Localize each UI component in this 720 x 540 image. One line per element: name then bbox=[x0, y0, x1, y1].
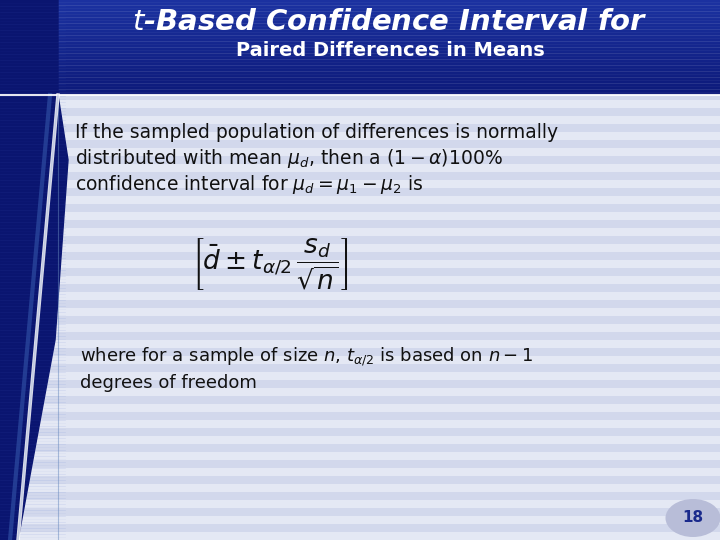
Bar bbox=[0, 268, 720, 276]
Text: degrees of freedom: degrees of freedom bbox=[80, 374, 257, 392]
Bar bbox=[0, 212, 720, 220]
Bar bbox=[0, 164, 720, 172]
Bar bbox=[0, 65, 720, 71]
Bar bbox=[0, 308, 720, 316]
Text: Paired Differences in Means: Paired Differences in Means bbox=[235, 40, 544, 59]
Text: where for a sample of size $n$, $t_{\alpha/2}$ is based on $n-1$: where for a sample of size $n$, $t_{\alp… bbox=[80, 346, 534, 368]
Bar bbox=[0, 492, 720, 500]
Bar bbox=[0, 260, 720, 268]
Bar bbox=[0, 12, 720, 20]
Bar bbox=[0, 0, 720, 5]
Bar bbox=[0, 156, 720, 164]
Bar bbox=[0, 84, 720, 92]
Bar bbox=[0, 396, 720, 404]
Text: $\left[\bar{d} \pm t_{\alpha/2}\, \dfrac{s_d}{\sqrt{n}}\right]$: $\left[\bar{d} \pm t_{\alpha/2}\, \dfrac… bbox=[192, 237, 348, 293]
Text: $t$-Based Confidence Interval for: $t$-Based Confidence Interval for bbox=[132, 8, 648, 36]
Bar bbox=[0, 60, 720, 66]
Bar bbox=[0, 516, 720, 524]
Text: If the sampled population of differences is normally: If the sampled population of differences… bbox=[75, 123, 558, 141]
Bar bbox=[0, 332, 720, 340]
Bar bbox=[0, 4, 720, 12]
Bar bbox=[0, 348, 720, 356]
Bar bbox=[0, 276, 720, 284]
Bar bbox=[0, 468, 720, 476]
Bar bbox=[0, 42, 720, 48]
Bar bbox=[0, 148, 720, 156]
Bar bbox=[0, 420, 720, 428]
Bar bbox=[0, 300, 720, 308]
Bar bbox=[0, 37, 720, 43]
Bar bbox=[0, 204, 720, 212]
Bar bbox=[0, 444, 720, 452]
Bar bbox=[0, 89, 720, 95]
Bar bbox=[0, 116, 720, 124]
Bar bbox=[0, 340, 720, 348]
Bar bbox=[0, 28, 720, 36]
Bar bbox=[0, 324, 720, 332]
Bar bbox=[0, 44, 720, 52]
Bar bbox=[0, 124, 720, 132]
Bar bbox=[0, 80, 720, 85]
Bar bbox=[0, 46, 720, 52]
Bar bbox=[0, 84, 720, 90]
Bar bbox=[0, 196, 720, 204]
Bar bbox=[0, 484, 720, 492]
Bar bbox=[0, 252, 720, 260]
Text: distributed with mean $\mu_d$, then a $(1-\alpha)100\%$: distributed with mean $\mu_d$, then a $(… bbox=[75, 146, 503, 170]
Bar bbox=[0, 532, 720, 540]
Bar bbox=[0, 51, 720, 57]
Bar bbox=[0, 9, 720, 14]
Bar bbox=[0, 188, 720, 196]
Bar bbox=[0, 68, 720, 76]
Bar bbox=[0, 4, 720, 10]
Bar bbox=[0, 388, 720, 396]
Bar bbox=[0, 92, 720, 100]
Bar bbox=[0, 364, 720, 372]
Bar bbox=[0, 70, 720, 76]
Bar bbox=[0, 372, 720, 380]
Bar bbox=[0, 404, 720, 412]
Bar bbox=[0, 14, 720, 19]
Ellipse shape bbox=[665, 499, 720, 537]
Bar bbox=[0, 108, 720, 116]
Bar bbox=[0, 20, 720, 28]
Bar bbox=[0, 236, 720, 244]
Bar bbox=[0, 356, 720, 364]
Bar bbox=[0, 52, 720, 60]
Bar bbox=[0, 220, 720, 228]
Bar bbox=[0, 428, 720, 436]
Text: 18: 18 bbox=[683, 510, 703, 525]
Bar bbox=[0, 244, 720, 252]
Bar bbox=[0, 132, 720, 140]
Bar bbox=[0, 524, 720, 532]
Bar bbox=[0, 56, 720, 62]
Bar bbox=[0, 100, 720, 108]
Bar bbox=[0, 180, 720, 188]
Bar bbox=[0, 23, 720, 29]
Bar bbox=[0, 0, 720, 4]
Bar bbox=[0, 452, 720, 460]
Bar bbox=[0, 75, 720, 81]
Bar bbox=[0, 140, 720, 148]
Bar bbox=[0, 500, 720, 508]
Bar bbox=[0, 228, 720, 236]
Bar bbox=[0, 292, 720, 300]
Bar bbox=[0, 36, 720, 44]
Bar bbox=[0, 18, 720, 24]
Bar bbox=[0, 284, 720, 292]
Bar bbox=[0, 32, 720, 38]
Bar bbox=[0, 28, 720, 33]
Bar bbox=[0, 436, 720, 444]
Bar bbox=[0, 60, 720, 68]
Bar bbox=[0, 476, 720, 484]
Bar bbox=[0, 380, 720, 388]
Polygon shape bbox=[0, 0, 68, 540]
Bar bbox=[0, 412, 720, 420]
Text: confidence interval for $\mu_d = \mu_1 - \mu_2$ is: confidence interval for $\mu_d = \mu_1 -… bbox=[75, 172, 423, 195]
Bar bbox=[0, 76, 720, 84]
Bar bbox=[0, 172, 720, 180]
Bar bbox=[0, 460, 720, 468]
Bar bbox=[0, 508, 720, 516]
Bar bbox=[0, 316, 720, 324]
